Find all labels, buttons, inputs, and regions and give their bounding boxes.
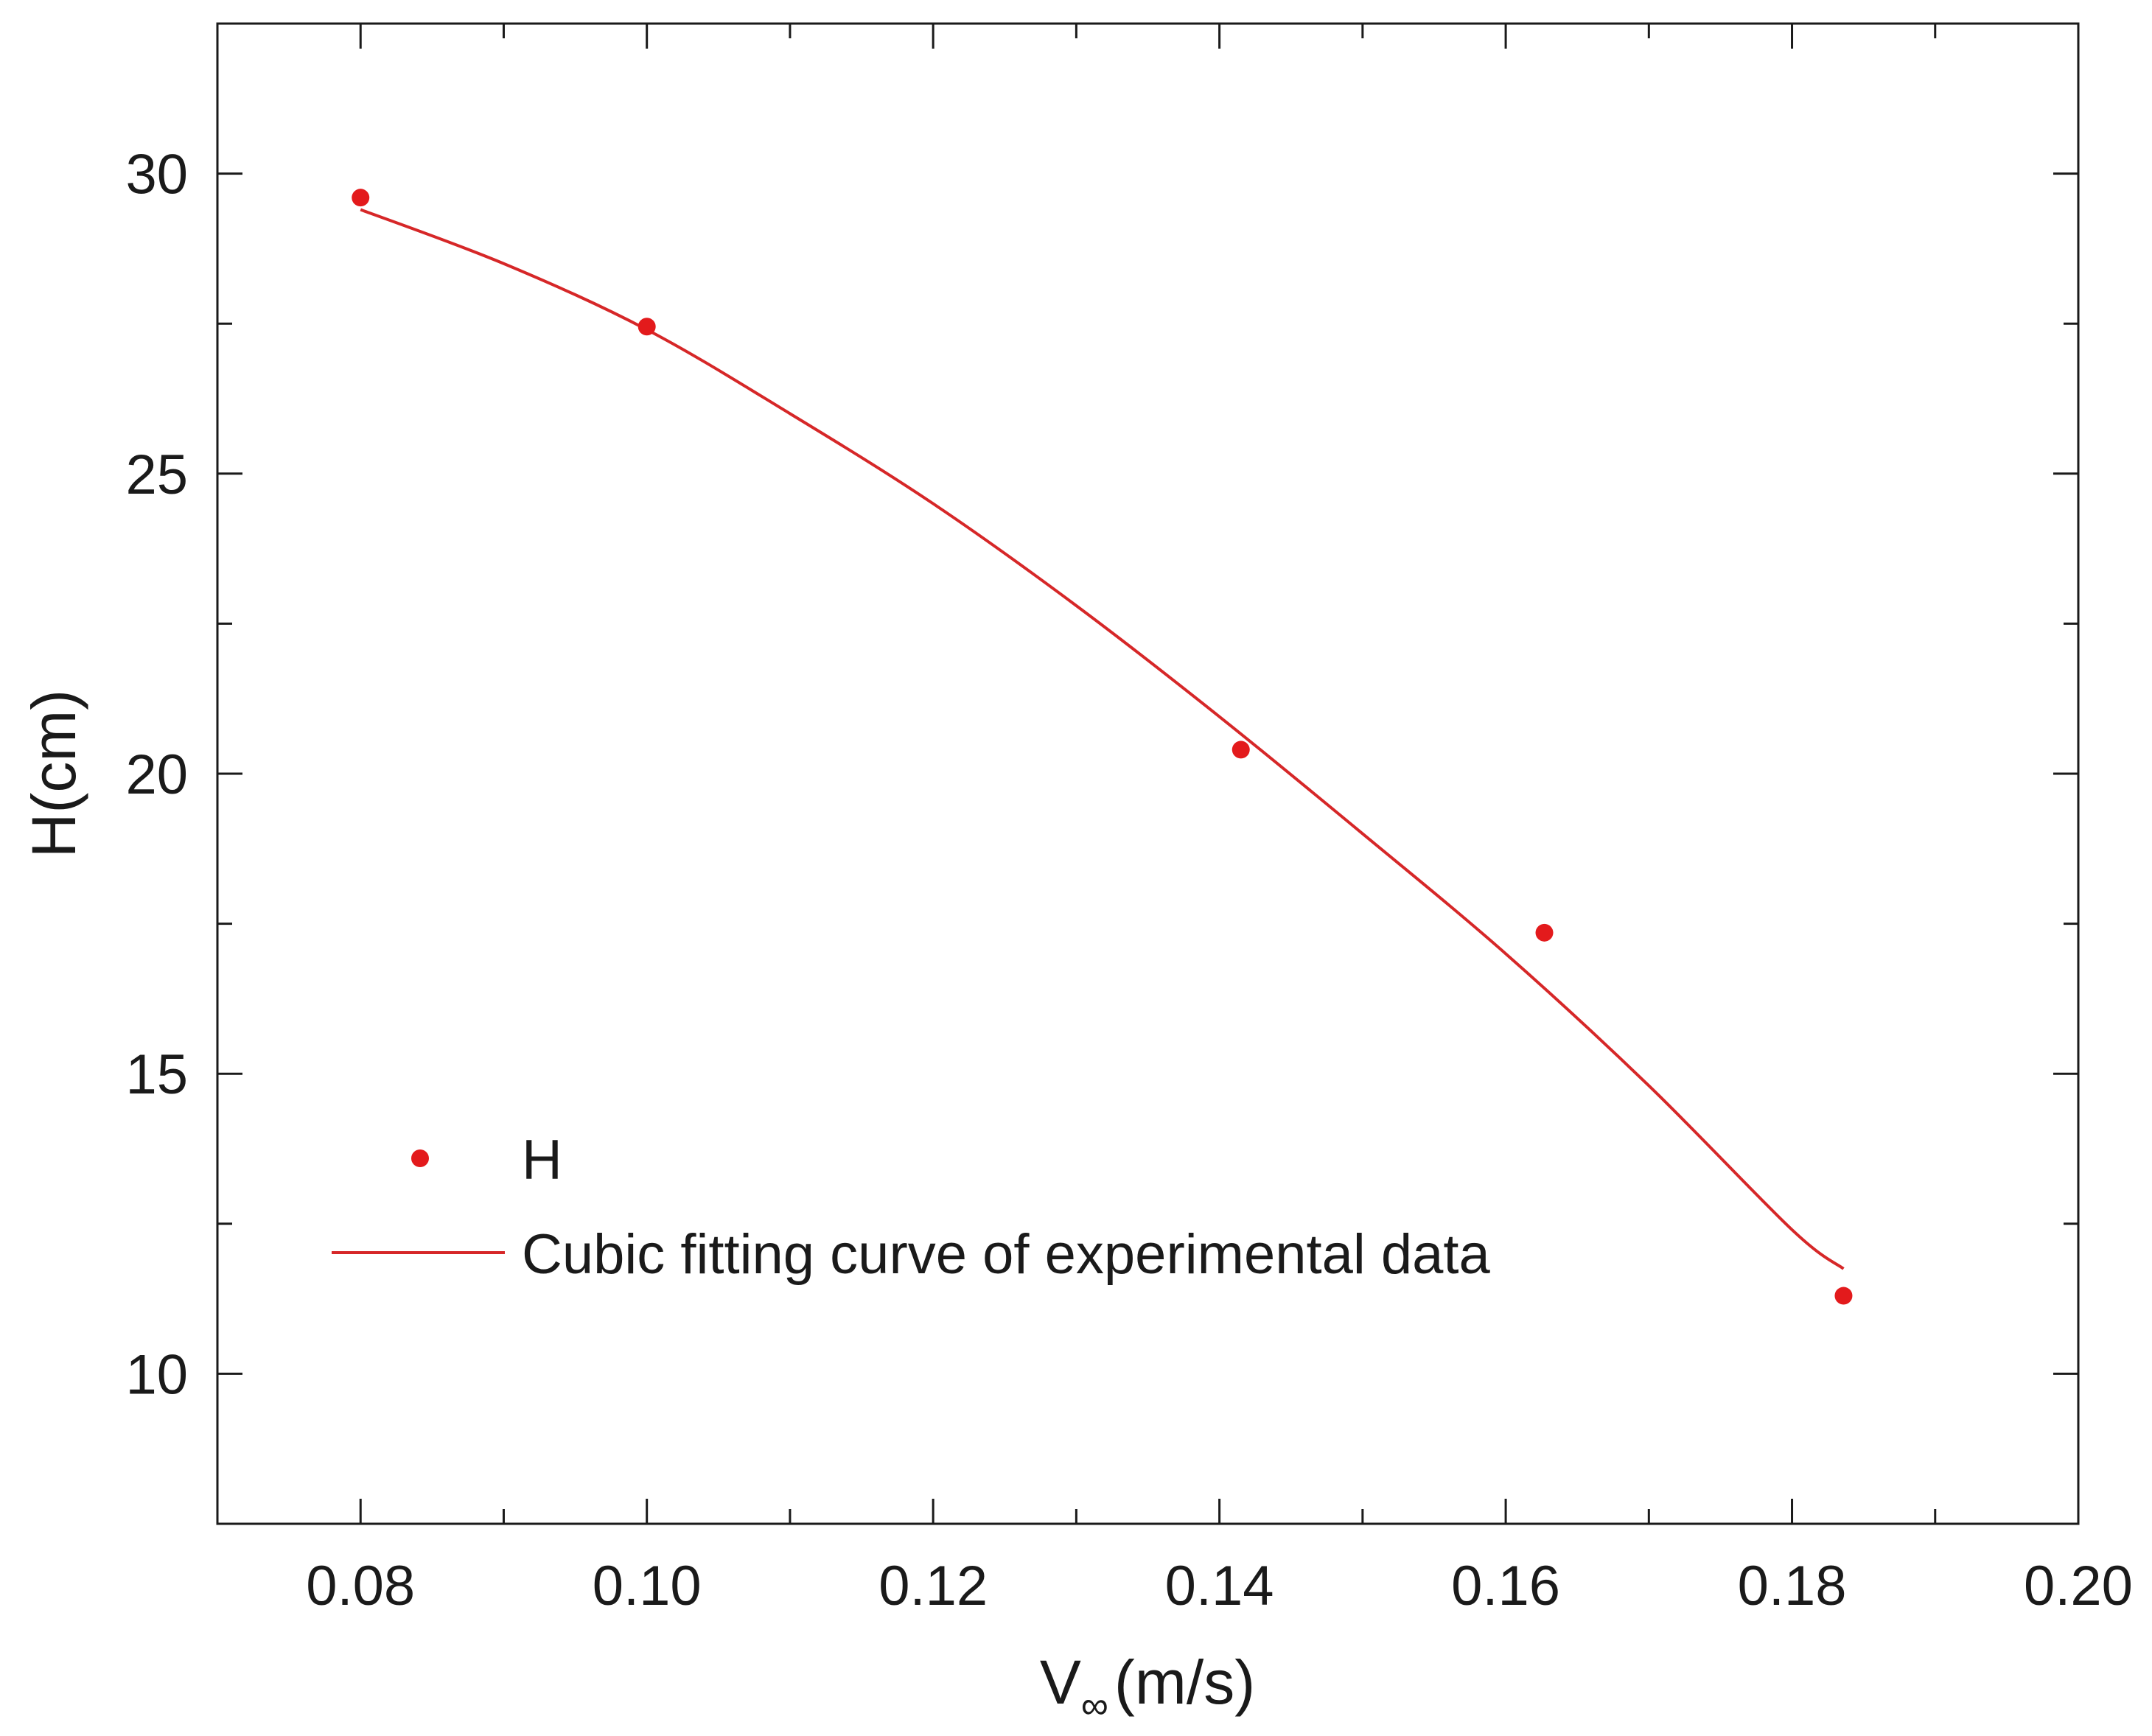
legend: H Cubic fitting curve of experimental da… xyxy=(332,1129,1491,1286)
x-tick-label: 0.08 xyxy=(306,1555,415,1617)
plot-frame xyxy=(216,22,2080,1525)
fit-curve-layer xyxy=(360,208,1845,1270)
y-tick-labels: 10 15 20 25 30 xyxy=(125,144,188,1407)
x-axis-title: V∞(m/s) xyxy=(1040,1648,1255,1727)
data-point xyxy=(1232,741,1250,759)
axis-ticks xyxy=(216,24,2080,1524)
x-tick-labels: 0.08 0.10 0.12 0.14 0.16 0.18 0.20 xyxy=(306,1555,2133,1617)
x-tick-label: 0.12 xyxy=(878,1555,988,1617)
data-points-layer xyxy=(352,189,1853,1305)
data-point xyxy=(637,318,656,336)
y-tick-label: 15 xyxy=(125,1043,188,1106)
legend-label-H: H xyxy=(522,1129,562,1191)
x-tick-label: 0.20 xyxy=(2024,1555,2133,1617)
y-tick-label: 25 xyxy=(125,444,188,506)
legend-label-fit: Cubic fitting curve of experimental data xyxy=(522,1223,1491,1286)
data-point xyxy=(1535,923,1554,942)
y-axis-title: H(cm) xyxy=(19,690,88,858)
x-axis-title-subscript: ∞ xyxy=(1081,1684,1108,1727)
y-tick-label: 10 xyxy=(125,1343,188,1406)
x-tick-label: 0.16 xyxy=(1451,1555,1560,1617)
x-axis-title-main: V xyxy=(1040,1648,1081,1717)
x-tick-label: 0.18 xyxy=(1738,1555,1847,1617)
y-tick-label: 30 xyxy=(125,144,188,206)
legend-marker-H xyxy=(411,1149,429,1167)
x-axis-title-unit: (m/s) xyxy=(1114,1648,1255,1717)
x-tick-label: 0.10 xyxy=(593,1555,702,1617)
y-tick-label: 20 xyxy=(125,743,188,806)
data-point xyxy=(1834,1287,1853,1305)
fit-curve-line xyxy=(360,208,1845,1270)
data-point xyxy=(352,189,370,207)
x-tick-label: 0.14 xyxy=(1165,1555,1274,1617)
